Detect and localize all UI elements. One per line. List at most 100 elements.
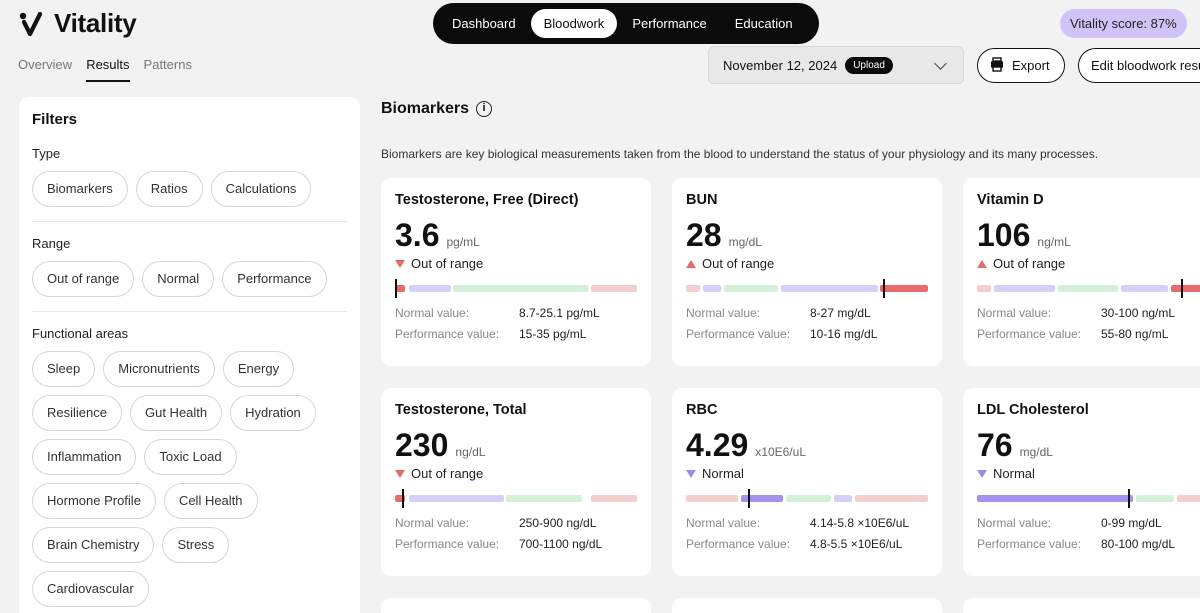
divider [32,311,347,312]
chip-performance[interactable]: Performance [222,261,327,297]
range-segment [1177,495,1200,502]
biomarker-value-row: 4.29 x10E6/uL [686,428,928,462]
chip-out-of-range[interactable]: Out of range [32,261,135,297]
performance-value-label: Performance value: [686,537,791,551]
range-segment [409,285,451,292]
biomarker-ranges: Normal value: 250-900 ng/dL Performance … [395,516,637,551]
range-segment [781,285,878,292]
edit-bloodwork-button[interactable]: Edit bloodwork results [1078,48,1200,83]
nav-performance[interactable]: Performance [632,16,707,31]
date-select-value: November 12, 2024 [723,57,838,73]
value-marker [748,489,750,508]
upload-badge[interactable]: Upload [845,56,893,74]
chip-gut-health[interactable]: Gut Health [129,395,223,431]
biomarker-card[interactable]: LDL Cholesterol 76 mg/dL Normal Normal v… [963,388,1200,576]
normal-value: 250-900 ng/dL [519,516,597,530]
biomarker-card[interactable]: Vitamin D 106 ng/mL Out of range Normal … [963,178,1200,366]
biomarker-card[interactable]: RBC 4.29 x10E6/uL Normal Normal value: 4… [672,388,942,576]
chip-toxic-load[interactable]: Toxic Load [144,439,237,475]
performance-value: 15-35 pg/mL [519,327,587,341]
info-icon[interactable]: i [476,101,493,117]
filters-panel: Filters Type Biomarkers Ratios Calculati… [19,97,360,613]
chip-hormone-profile[interactable]: Hormone Profile [32,483,156,519]
chip-resilience[interactable]: Resilience [32,395,122,431]
biomarker-status: Normal [977,466,1200,481]
biomarker-unit: pg/mL [446,235,480,249]
normal-value: 8.7-25.1 pg/mL [519,306,600,320]
normal-value: 0-99 mg/dL [1101,516,1162,530]
chip-cardiovascular[interactable]: Cardiovascular [32,571,149,607]
normal-value: 4.14-5.8 ×10E6/uL [810,516,910,530]
chip-hydration[interactable]: Hydration [230,395,316,431]
date-select[interactable]: November 12, 2024 Upload [708,46,964,84]
range-segment [977,495,1133,502]
chip-ratios[interactable]: Ratios [135,171,203,207]
range-segment [1121,285,1168,292]
sub-tabs: Overview Results Patterns [18,57,192,82]
performance-value: 700-1100 ng/dL [519,537,603,551]
range-bar [395,279,637,298]
biomarker-value-row: 28 mg/dL [686,218,928,252]
biomarker-status-text: Normal [702,466,744,481]
biomarker-status-text: Out of range [702,256,775,271]
value-marker [1181,279,1183,298]
biomarker-card[interactable]: Testosterone, Free (Direct) 3.6 pg/mL Ou… [381,178,651,366]
value-marker [395,279,397,298]
chip-biomarkers[interactable]: Biomarkers [32,171,128,207]
range-segment [724,285,778,292]
biomarker-unit: ng/dL [455,445,486,459]
performance-value-label: Performance value: [977,327,1082,341]
biomarker-name: Testosterone, Total [395,402,527,418]
pdf-icon [990,56,1004,75]
nav-bloodwork[interactable]: Bloodwork [530,9,618,38]
biomarker-value-row: 3.6 pg/mL [395,218,637,252]
biomarker-card[interactable]: BUN 28 mg/dL Out of range Normal value: … [672,178,942,366]
biomarkers-description: Biomarkers are key biological measuremen… [381,147,1099,161]
range-bar [977,489,1200,508]
chip-energy[interactable]: Energy [222,351,295,387]
range-bar [686,279,928,298]
nav-dashboard[interactable]: Dashboard [452,16,516,31]
tab-overview[interactable]: Overview [18,57,73,72]
chip-cell-health[interactable]: Cell Health [163,483,258,519]
biomarker-name: Vitamin D [977,192,1044,208]
biomarker-card-partial[interactable] [381,598,651,613]
biomarker-unit: x10E6/uL [755,445,806,459]
value-marker [402,489,404,508]
chip-calculations[interactable]: Calculations [210,171,312,207]
tab-patterns[interactable]: Patterns [143,57,192,72]
chip-inflammation[interactable]: Inflammation [32,439,137,475]
performance-value-label: Performance value: [395,327,500,341]
chip-normal[interactable]: Normal [142,261,215,297]
biomarker-card-partial[interactable] [672,598,942,613]
arrow-down-icon [686,469,696,478]
app-name: Vitality [54,8,137,38]
chip-sleep[interactable]: Sleep [32,351,96,387]
nav-education[interactable]: Education [734,16,793,31]
range-segment [741,495,783,502]
biomarker-value: 230 [395,427,449,463]
chip-brain-chemistry[interactable]: Brain Chemistry [32,527,155,563]
biomarker-value: 76 [977,427,1013,463]
arrow-down-icon [395,259,405,268]
biomarker-value: 106 [977,217,1031,253]
value-marker [1128,489,1130,508]
export-button[interactable]: Export [977,48,1065,83]
biomarkers-title-text: Biomarkers [381,100,470,117]
biomarker-ranges: Normal value: 8.7-25.1 pg/mL Performance… [395,306,637,341]
range-segment [1058,285,1118,292]
chip-micronutrients[interactable]: Micronutrients [103,351,215,387]
vitality-score-badge[interactable]: Vitality score: 87% [1060,9,1187,38]
range-segment [395,285,405,292]
biomarker-card-partial[interactable] [963,598,1200,613]
biomarker-unit: mg/dL [1019,445,1053,459]
biomarker-card[interactable]: Testosterone, Total 230 ng/dL Out of ran… [381,388,651,576]
normal-value: 8-27 mg/dL [810,306,871,320]
chip-stress[interactable]: Stress [162,527,230,563]
app-logo[interactable]: Vitality [18,8,137,39]
biomarker-value: 3.6 [395,217,440,253]
edit-bloodwork-label: Edit bloodwork results [1091,58,1200,73]
biomarker-ranges: Normal value: 4.14-5.8 ×10E6/uL Performa… [686,516,928,551]
tab-results[interactable]: Results [86,57,130,82]
area-chips: Sleep Micronutrients Energy Resilience G… [32,351,347,607]
